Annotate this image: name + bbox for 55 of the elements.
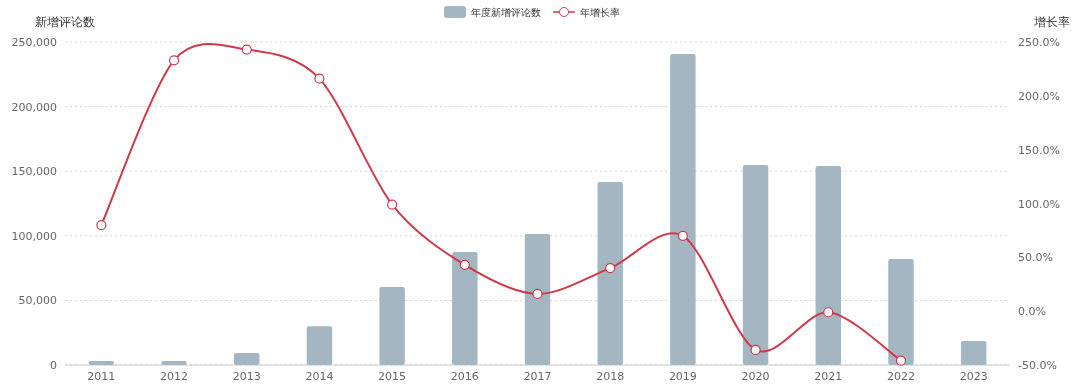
bar bbox=[524, 233, 551, 365]
point bbox=[823, 307, 834, 318]
legend-label: 年增长率 bbox=[580, 7, 620, 18]
x-tick-label: 2019 bbox=[668, 370, 697, 383]
y-axis-title: 新增评论数 bbox=[35, 15, 95, 29]
x-tick-label: 2014 bbox=[305, 370, 334, 383]
point bbox=[895, 355, 907, 366]
y2-tick-label: 150.0% bbox=[1018, 143, 1060, 157]
y-tick-label: 250,000 bbox=[11, 36, 57, 49]
bar bbox=[88, 361, 115, 365]
bar bbox=[161, 361, 187, 365]
legend-label: 年度新增评论数 bbox=[471, 7, 541, 18]
x-tick-label: 2017 bbox=[523, 370, 552, 383]
y2-tick-label: 100.0% bbox=[1018, 197, 1060, 211]
y-tick-label: 200,000 bbox=[11, 100, 57, 114]
point bbox=[532, 288, 543, 300]
point bbox=[459, 259, 470, 270]
bar bbox=[306, 326, 333, 365]
x-tick-label: 2013 bbox=[232, 370, 261, 383]
bar bbox=[670, 54, 696, 365]
y2-tick-label: 200.0% bbox=[1018, 89, 1060, 103]
y-tick-label: 50,000 bbox=[18, 294, 57, 308]
bar bbox=[742, 165, 769, 365]
point bbox=[168, 55, 180, 66]
y-tick-label: 150,000 bbox=[11, 165, 57, 179]
bar bbox=[888, 259, 914, 365]
y2-axis-title: 增长率 bbox=[1033, 15, 1070, 29]
y-tick-label: 0 bbox=[50, 359, 57, 372]
point bbox=[677, 230, 688, 241]
y2-tick-label: 250.0% bbox=[1018, 36, 1060, 49]
y2-tick-label: 0.0% bbox=[1018, 305, 1046, 319]
point bbox=[387, 199, 398, 210]
point bbox=[241, 44, 252, 55]
x-tick-label: 2015 bbox=[378, 370, 407, 383]
y-tick-label: 100,000 bbox=[11, 229, 57, 243]
x-tick-label: 2021 bbox=[814, 370, 843, 383]
bar bbox=[815, 166, 841, 365]
bar bbox=[234, 352, 260, 365]
y2-tick-label: 50.0% bbox=[1018, 251, 1053, 265]
bar bbox=[597, 182, 623, 365]
bar bbox=[960, 340, 987, 365]
point bbox=[314, 73, 325, 84]
y2-tick-label: -50.0% bbox=[1018, 359, 1057, 372]
x-tick-label: 2023 bbox=[959, 370, 988, 383]
point bbox=[750, 344, 761, 356]
x-tick-label: 2012 bbox=[160, 370, 189, 383]
point bbox=[96, 219, 107, 231]
point bbox=[605, 263, 616, 274]
x-tick-label: 2022 bbox=[886, 370, 915, 383]
x-tick-label: 2020 bbox=[741, 370, 770, 383]
x-tick-label: 2016 bbox=[450, 370, 479, 383]
x-tick-label: 2011 bbox=[87, 370, 116, 383]
bar bbox=[379, 286, 405, 365]
x-tick-label: 2018 bbox=[596, 370, 625, 383]
bar bbox=[452, 251, 478, 365]
